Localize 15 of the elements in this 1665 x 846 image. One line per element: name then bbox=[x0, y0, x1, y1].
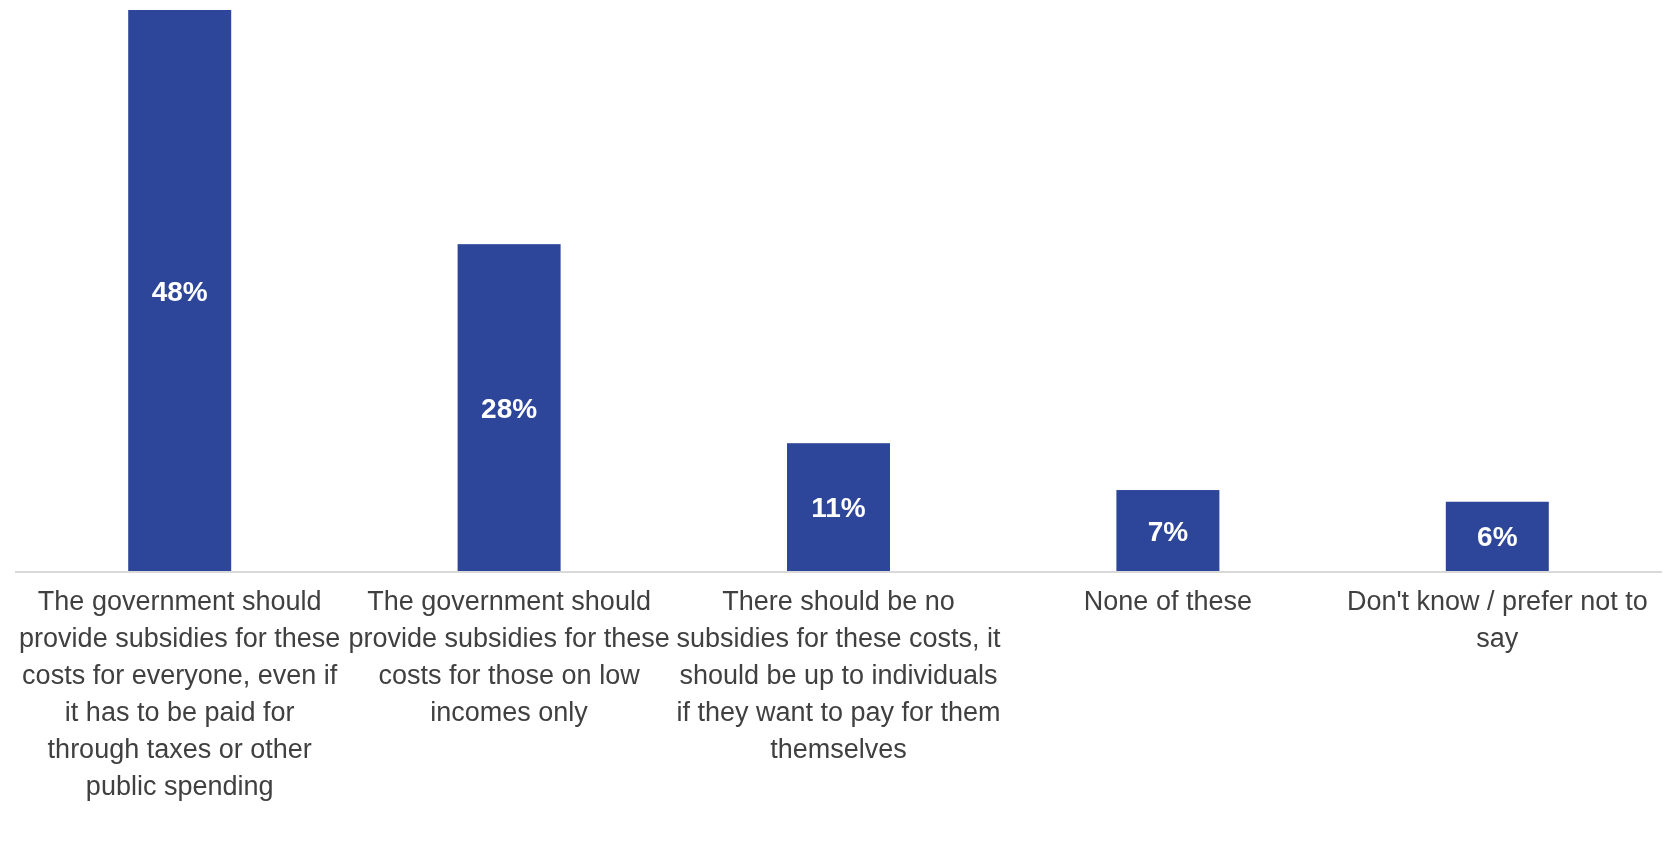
bar bbox=[128, 10, 232, 572]
bar bbox=[1116, 490, 1220, 572]
data-label: 6% bbox=[1477, 521, 1518, 553]
data-label: 11% bbox=[811, 492, 866, 524]
bar bbox=[787, 443, 890, 572]
x-tick-label: Don't know / prefer not to say bbox=[1346, 586, 1648, 653]
data-label: 28% bbox=[481, 392, 538, 424]
data-label: 48% bbox=[151, 275, 208, 307]
x-tick-label: The government should provide subsidies for these costs for those on low incomes only bbox=[348, 586, 670, 727]
data-label: 7% bbox=[1147, 515, 1189, 547]
x-tick-label: The government should provide subsidies for these costs for everyone, even if it has to be paid for through taxes or other public spending bbox=[19, 586, 341, 801]
x-tick-label: There should be no subsidies for these costs, it should be up to individuals if they want to pay for them themselves bbox=[676, 586, 1002, 764]
bar bbox=[457, 244, 561, 572]
bar bbox=[1445, 501, 1549, 572]
x-tick-label: None of these bbox=[1083, 586, 1252, 616]
